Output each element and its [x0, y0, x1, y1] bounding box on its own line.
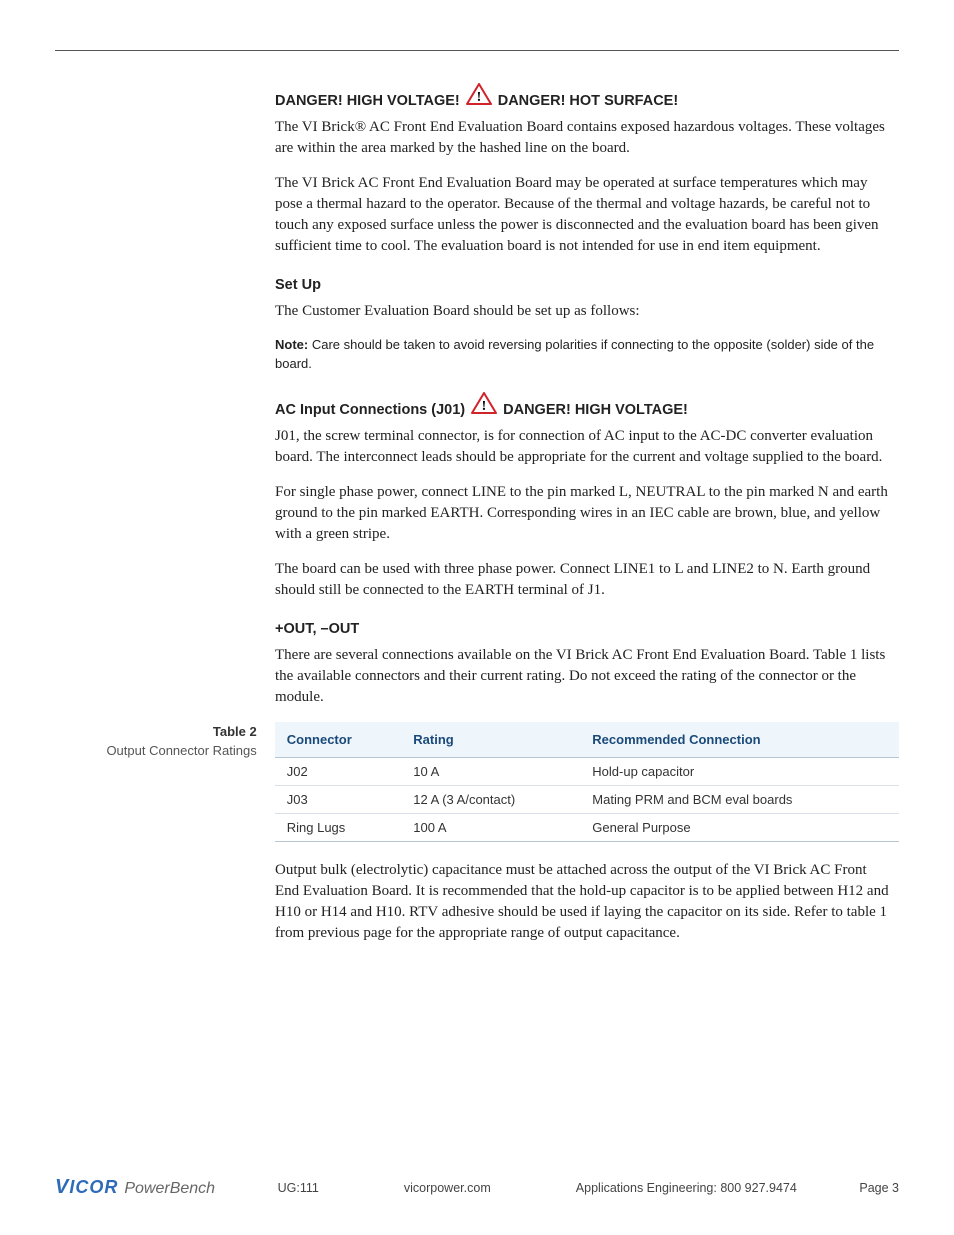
table-cell: 100 A: [401, 813, 580, 841]
setup-note: Note: Care should be taken to avoid reve…: [275, 336, 894, 374]
footer-brand: VICOR PowerBench: [55, 1176, 215, 1199]
footer-url: vicorpower.com: [404, 1181, 491, 1195]
setup-note-label: Note:: [275, 337, 308, 352]
table-header-row: Connector Rating Recommended Connection: [275, 722, 899, 758]
footer-middle: UG:111 vicorpower.com Applications Engin…: [235, 1181, 839, 1195]
content-column-2: Output bulk (electrolytic) capacitance m…: [275, 860, 894, 944]
footer-page: Page 3: [859, 1181, 899, 1195]
out-para: There are several connections available …: [275, 645, 894, 708]
danger-heading-part1: DANGER! HIGH VOLTAGE!: [275, 93, 460, 109]
ac-heading: AC Input Connections (J01) ! DANGER! HIG…: [275, 392, 894, 418]
table-row: J03 12 A (3 A/contact) Mating PRM and BC…: [275, 785, 899, 813]
footer-contact: Applications Engineering: 800 927.9474: [576, 1181, 797, 1195]
setup-heading: Set Up: [275, 277, 894, 293]
table-2: Connector Rating Recommended Connection …: [275, 722, 899, 842]
table-cell: J02: [275, 757, 402, 785]
out-heading: +OUT, –OUT: [275, 621, 894, 637]
table-col-connector: Connector: [275, 722, 402, 758]
ac-para-3: The board can be used with three phase p…: [275, 559, 894, 601]
table-cell: 12 A (3 A/contact): [401, 785, 580, 813]
ac-heading-part2: DANGER! HIGH VOLTAGE!: [503, 402, 688, 418]
svg-text:!: !: [482, 399, 487, 414]
table-cell: Mating PRM and BCM eval boards: [580, 785, 899, 813]
table-cell: 10 A: [401, 757, 580, 785]
table-2-caption: Table 2 Output Connector Ratings: [55, 722, 275, 761]
table-cell: General Purpose: [580, 813, 899, 841]
setup-note-text: Care should be taken to avoid reversing …: [275, 337, 874, 371]
table-cell: Ring Lugs: [275, 813, 402, 841]
svg-text:!: !: [476, 90, 481, 105]
warning-icon: !: [471, 392, 497, 418]
closing-para: Output bulk (electrolytic) capacitance m…: [275, 860, 894, 944]
table-cell: Hold-up capacitor: [580, 757, 899, 785]
top-rule: [55, 50, 899, 51]
content-column: DANGER! HIGH VOLTAGE! ! DANGER! HOT SURF…: [275, 83, 894, 708]
table-row: Ring Lugs 100 A General Purpose: [275, 813, 899, 841]
warning-icon: !: [466, 83, 492, 109]
danger-heading-part2: DANGER! HOT SURFACE!: [498, 93, 678, 109]
vicor-logo: VICOR: [55, 1176, 118, 1199]
page: DANGER! HIGH VOLTAGE! ! DANGER! HOT SURF…: [0, 0, 954, 1235]
danger-para-1: The VI Brick® AC Front End Evaluation Bo…: [275, 117, 894, 159]
danger-para-2: The VI Brick AC Front End Evaluation Boa…: [275, 173, 894, 257]
ac-heading-part1: AC Input Connections (J01): [275, 402, 465, 418]
table-2-label: Table 2: [55, 722, 257, 742]
ac-para-1: J01, the screw terminal connector, is fo…: [275, 426, 894, 468]
danger-heading: DANGER! HIGH VOLTAGE! ! DANGER! HOT SURF…: [275, 83, 894, 109]
table-col-recommended: Recommended Connection: [580, 722, 899, 758]
table-2-wrap: Table 2 Output Connector Ratings Connect…: [55, 722, 899, 842]
footer-doc: UG:111: [278, 1181, 319, 1195]
table-cell: J03: [275, 785, 402, 813]
setup-para: The Customer Evaluation Board should be …: [275, 301, 894, 322]
table-row: J02 10 A Hold-up capacitor: [275, 757, 899, 785]
page-footer: VICOR PowerBench UG:111 vicorpower.com A…: [55, 1176, 899, 1199]
ac-para-2: For single phase power, connect LINE to …: [275, 482, 894, 545]
table-col-rating: Rating: [401, 722, 580, 758]
table-2-caption-text: Output Connector Ratings: [55, 741, 257, 761]
powerbench-logo: PowerBench: [124, 1180, 215, 1198]
